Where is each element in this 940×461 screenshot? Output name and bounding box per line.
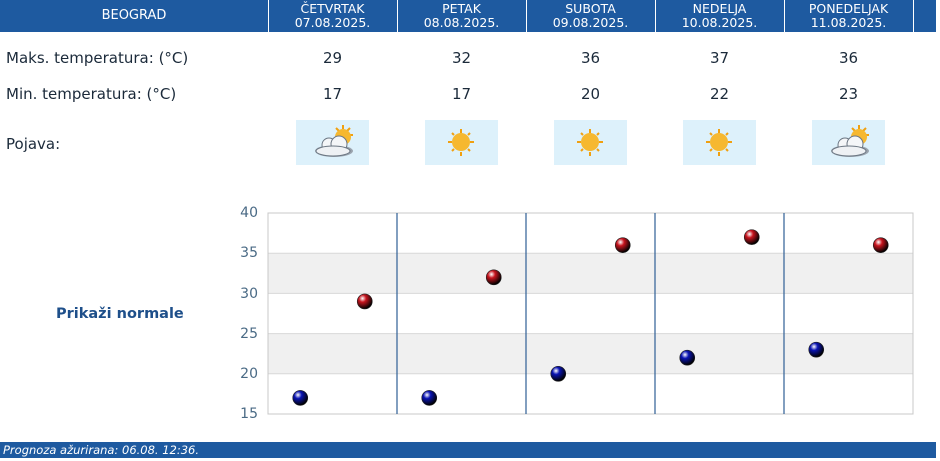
grid-band bbox=[268, 253, 913, 294]
day-date: 07.08.2025. bbox=[294, 15, 371, 30]
min-temp-marker bbox=[679, 349, 696, 366]
y-tick-label: 35 bbox=[240, 245, 258, 261]
day-header: SUBOTA 09.08.2025. bbox=[526, 0, 655, 32]
sun-icon bbox=[425, 120, 498, 165]
max-temp-marker bbox=[614, 237, 631, 253]
min-temp-value: 22 bbox=[709, 85, 730, 103]
min-temp-value: 17 bbox=[451, 85, 472, 103]
header-divider bbox=[784, 0, 785, 32]
max-temp-value: 29 bbox=[322, 49, 343, 67]
max-temp-value: 32 bbox=[451, 49, 472, 67]
max-temp-marker bbox=[356, 293, 373, 310]
y-tick-label: 40 bbox=[240, 205, 258, 221]
max-temp-marker bbox=[743, 229, 760, 245]
forecast-header: BEOGRAD ČETVRTAK 07.08.2025. PETAK 08.08… bbox=[0, 0, 936, 32]
y-tick-label: 20 bbox=[240, 366, 258, 382]
y-tick-label: 30 bbox=[240, 286, 258, 302]
day-header: NEDELJA 10.08.2025. bbox=[655, 0, 784, 32]
day-name: PETAK bbox=[442, 1, 481, 16]
header-divider bbox=[913, 0, 914, 32]
show-normals-link[interactable]: Prikaži normale bbox=[56, 306, 184, 322]
min-temp-marker bbox=[421, 390, 438, 406]
partly-cloudy-icon bbox=[296, 120, 369, 165]
max-temp-value: 36 bbox=[580, 49, 601, 67]
day-date: 10.08.2025. bbox=[681, 15, 758, 30]
day-header: PETAK 08.08.2025. bbox=[397, 0, 526, 32]
pojava-label: Pojava: bbox=[6, 135, 61, 153]
day-name: PONEDELJAK bbox=[808, 1, 889, 16]
day-name: ČETVRTAK bbox=[300, 1, 365, 16]
min-temp-marker bbox=[808, 341, 825, 358]
city-name: BEOGRAD bbox=[101, 8, 167, 23]
day-header: PONEDELJAK 11.08.2025. bbox=[784, 0, 913, 32]
day-date: 11.08.2025. bbox=[810, 15, 887, 30]
day-date: 08.08.2025. bbox=[423, 15, 500, 30]
y-tick-label: 25 bbox=[240, 326, 258, 342]
min-temp-marker bbox=[292, 390, 309, 406]
partly-cloudy-icon bbox=[812, 120, 885, 165]
sun-icon bbox=[683, 120, 756, 165]
min-temp-marker bbox=[550, 365, 567, 382]
day-header: ČETVRTAK 07.08.2025. bbox=[268, 0, 397, 32]
min-temp-value: 17 bbox=[322, 85, 343, 103]
max-temp-marker bbox=[485, 269, 502, 286]
day-name: SUBOTA bbox=[565, 1, 616, 16]
forecast-updated-text: Prognoza ažurirana: 06.08. 12:36. bbox=[0, 442, 936, 458]
header-divider bbox=[397, 0, 398, 32]
max-temp-value: 36 bbox=[838, 49, 859, 67]
header-divider bbox=[655, 0, 656, 32]
min-temp-value: 20 bbox=[580, 85, 601, 103]
day-name: NEDELJA bbox=[692, 1, 747, 16]
grid-band bbox=[268, 333, 913, 374]
sun-icon bbox=[554, 120, 627, 165]
max-temp-marker bbox=[872, 237, 889, 253]
max-temp-label: Maks. temperatura: (°C) bbox=[6, 49, 189, 67]
header-divider bbox=[526, 0, 527, 32]
plot-frame bbox=[267, 212, 914, 415]
max-temp-value: 37 bbox=[709, 49, 730, 67]
min-temp-value: 23 bbox=[838, 85, 859, 103]
y-tick-label: 15 bbox=[240, 406, 258, 422]
header-divider bbox=[268, 0, 269, 32]
day-date: 09.08.2025. bbox=[552, 15, 629, 30]
min-temp-label: Min. temperatura: (°C) bbox=[6, 85, 177, 103]
